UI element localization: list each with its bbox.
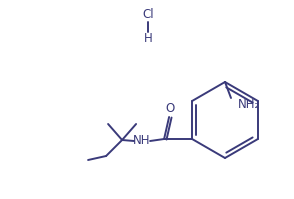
Text: NH₂: NH₂ bbox=[238, 98, 260, 110]
Text: O: O bbox=[166, 101, 175, 114]
Text: H: H bbox=[144, 31, 152, 45]
Text: Cl: Cl bbox=[142, 9, 154, 21]
Text: NH: NH bbox=[133, 135, 151, 147]
